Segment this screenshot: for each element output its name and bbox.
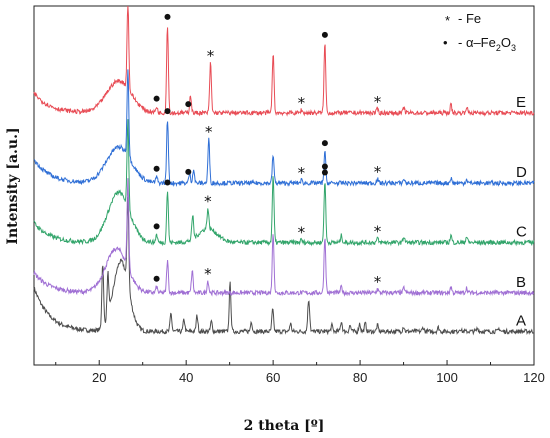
fe-marker: * (204, 193, 212, 211)
series-label-D: D (516, 164, 527, 181)
legend-fe-label: - Fe (458, 11, 481, 26)
fe-marker: * (374, 163, 382, 181)
y-axis-title: Intensity [a.u.] (5, 127, 21, 244)
legend-star-marker: * (445, 13, 450, 28)
series-line-C (33, 119, 535, 247)
fe2o3-marker (153, 165, 160, 172)
plot-frame (33, 5, 535, 366)
series-line-A (33, 197, 535, 336)
x-tick-label: 120 (523, 370, 545, 385)
fe-marker: * (204, 265, 212, 283)
x-ticks: 20 40 60 80 100 120 (55, 360, 545, 385)
fe-marker: * (298, 94, 306, 112)
x-tick-label: 60 (266, 370, 280, 385)
fe-marker: * (207, 47, 215, 65)
fe2o3-marker (185, 168, 192, 175)
x-tick-label: 80 (353, 370, 367, 385)
series-line-B (33, 178, 535, 297)
x-tick-label: 100 (436, 370, 458, 385)
series-line-D (33, 69, 535, 188)
x-tick-label: 20 (92, 370, 106, 385)
fe2o3-marker (153, 223, 160, 230)
x-tick-label: 40 (179, 370, 193, 385)
fe-marker: * (374, 273, 382, 291)
fe2o3-marker (164, 108, 171, 115)
fe-marker: * (298, 164, 306, 182)
series-label-A: A (516, 313, 526, 330)
fe2o3-marker (321, 31, 328, 38)
fe2o3-marker (321, 163, 328, 170)
series-layer (33, 5, 535, 336)
series-label-E: E (516, 94, 526, 111)
fe2o3-marker (185, 101, 192, 108)
fe2o3-marker (321, 140, 328, 147)
legend-fe2o3-label: - α–Fe2O3 (458, 35, 516, 53)
fe-marker: * (298, 224, 306, 242)
fe-marker: * (205, 123, 213, 141)
series-labels: A B C D E (516, 94, 527, 330)
legend-circle-marker: • (443, 35, 448, 50)
legend: * - Fe • - α–Fe2O3 (443, 11, 516, 53)
series-line-E (33, 5, 535, 117)
series-label-C: C (516, 224, 527, 241)
fe-marker: * (374, 93, 382, 111)
fe2o3-marker (321, 169, 328, 176)
marker-layer: * * * * * * * * * * * (153, 13, 382, 291)
x-axis-title: 2 theta [º] (244, 418, 325, 434)
series-label-B: B (516, 274, 526, 291)
fe2o3-marker (164, 13, 171, 20)
fe2o3-marker (153, 95, 160, 102)
fe-marker: * (374, 223, 382, 241)
fe2o3-marker (153, 275, 160, 282)
fe2o3-marker (164, 179, 171, 186)
